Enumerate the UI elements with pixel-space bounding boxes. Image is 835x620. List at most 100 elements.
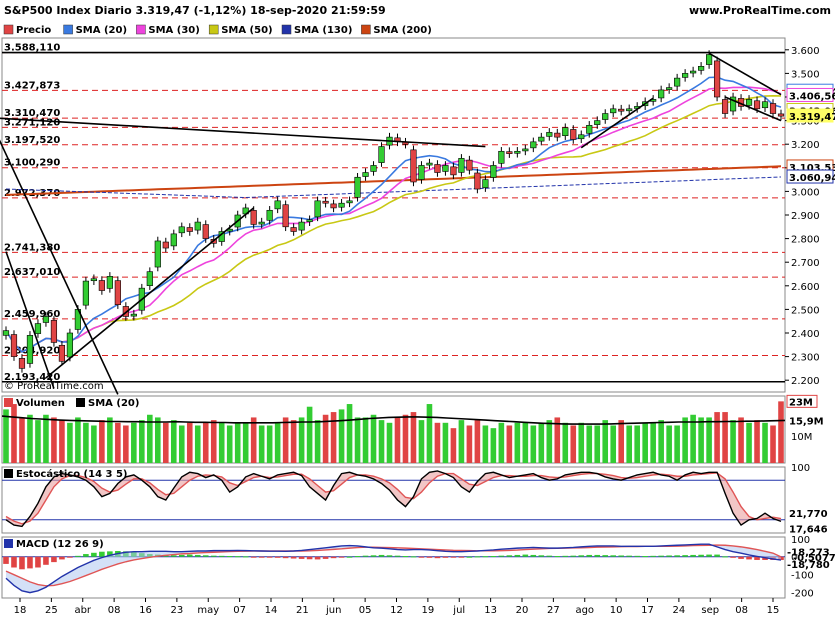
volume-bar <box>594 425 601 463</box>
volume-bar <box>666 425 672 463</box>
macd-hist-bar <box>194 554 201 557</box>
macd-hist-bar <box>418 556 425 558</box>
macd-hist-bar <box>354 556 361 558</box>
candle-body <box>594 120 601 125</box>
volume-bar <box>626 425 632 463</box>
x-tick-label: 12 <box>390 605 403 616</box>
legend-label-macd: MACD (12 26 9) <box>16 539 104 550</box>
macd-hist-bar <box>578 555 585 557</box>
volume-sma-last-value: 15,9M <box>789 416 824 427</box>
macd-hist-bar <box>474 556 481 558</box>
volume-bar <box>202 422 209 463</box>
macd-hist-bar <box>362 555 369 557</box>
candle-body <box>258 221 265 225</box>
macd-line <box>5 543 782 594</box>
legend-swatch-sma20 <box>63 24 73 35</box>
panel-frame-macd <box>1 536 786 599</box>
candle-body <box>306 219 313 223</box>
stoch-k-line <box>5 470 782 528</box>
macd-hist-bar <box>210 555 217 557</box>
macd-fill <box>5 544 782 593</box>
volume-bar <box>754 420 760 463</box>
candle-body <box>442 165 449 172</box>
macd-hist-bar <box>346 556 353 558</box>
candle-body <box>434 164 441 173</box>
macd-hist-bar <box>738 556 744 559</box>
volume-bar <box>91 425 97 463</box>
candle-body <box>745 99 753 106</box>
volume-bar <box>602 420 609 463</box>
legend-swatch-sma30 <box>136 24 146 35</box>
legend-label-sma130: SMA (130) <box>294 25 352 36</box>
candle-body <box>602 113 609 120</box>
candle-body <box>546 132 553 137</box>
volume-bar <box>554 417 561 463</box>
legend-swatch-volume-sma <box>76 398 85 407</box>
candle-body <box>10 334 18 357</box>
volume-bar <box>43 414 49 463</box>
candle-body <box>698 66 705 71</box>
macd-hist-bar <box>378 554 385 557</box>
macd-hist-bar <box>490 556 497 558</box>
volume-bar <box>147 414 153 463</box>
volume-bar <box>3 409 9 463</box>
volume-bar <box>482 425 489 463</box>
trendline-sep-2 <box>724 96 782 122</box>
last-value-sma200: 3.103,53 <box>789 163 835 174</box>
candle-body <box>530 141 537 149</box>
x-tick-label: 17 <box>641 605 654 616</box>
volume-bar <box>434 422 441 463</box>
candle-body <box>170 233 177 247</box>
x-tick-label: 25 <box>45 605 58 616</box>
x-tick-label: 14 <box>265 605 278 616</box>
candle-body <box>162 241 169 249</box>
macd-hist-bar <box>306 556 313 560</box>
macd-hist-bar <box>226 556 233 558</box>
copyright-text: © ProRealTime.com <box>4 381 104 392</box>
candle-body <box>522 148 529 152</box>
macd-hist-bar <box>546 555 553 557</box>
volume-bar <box>506 425 513 463</box>
macd-hist-bar <box>19 556 25 570</box>
macd-hist-bar <box>370 555 377 557</box>
macd-hist-bar <box>610 555 617 557</box>
candle-body <box>338 202 345 208</box>
y-tick-label: 3.500 <box>791 69 820 80</box>
candle-body <box>490 165 497 178</box>
volume-sma-line <box>1 415 786 425</box>
volume-bar <box>714 412 720 463</box>
volume-bar <box>354 417 361 463</box>
site-label: www.ProRealTime.com <box>688 4 831 17</box>
volume-bar <box>682 417 688 463</box>
panel-frame-price <box>1 37 786 393</box>
legend-label-sma30: SMA (30) <box>148 25 199 36</box>
macd-tick-label: 100 <box>791 535 810 546</box>
macd-tick-label: -100 <box>791 571 814 582</box>
macd-hist-bar <box>746 556 752 560</box>
volume-bar <box>562 422 569 463</box>
candle-body <box>362 172 369 177</box>
candle-body <box>466 159 473 171</box>
candle-body <box>690 70 697 74</box>
candle-body <box>753 100 761 110</box>
volume-bar <box>490 428 497 463</box>
x-tick-label: abr <box>74 605 91 616</box>
macd-hist-bar <box>618 555 625 557</box>
candle-body <box>706 54 713 65</box>
candle-body <box>721 99 729 114</box>
volume-bar <box>698 417 704 463</box>
macd-hist-bar <box>11 556 17 568</box>
volume-bar <box>418 420 425 463</box>
candle-body <box>18 358 26 369</box>
macd-hist-last-value: -18,273 <box>787 548 830 559</box>
y-tick-label: 2.300 <box>791 353 820 364</box>
y-tick-label: 2.400 <box>791 329 820 340</box>
candle-body <box>194 221 201 231</box>
volume-bar <box>746 422 752 463</box>
volume-bar <box>155 417 161 463</box>
candle-body <box>106 276 113 289</box>
candle-body <box>498 150 505 164</box>
macd-hist-bar <box>3 556 9 564</box>
volume-bar <box>738 417 744 463</box>
volume-bar <box>578 422 585 463</box>
